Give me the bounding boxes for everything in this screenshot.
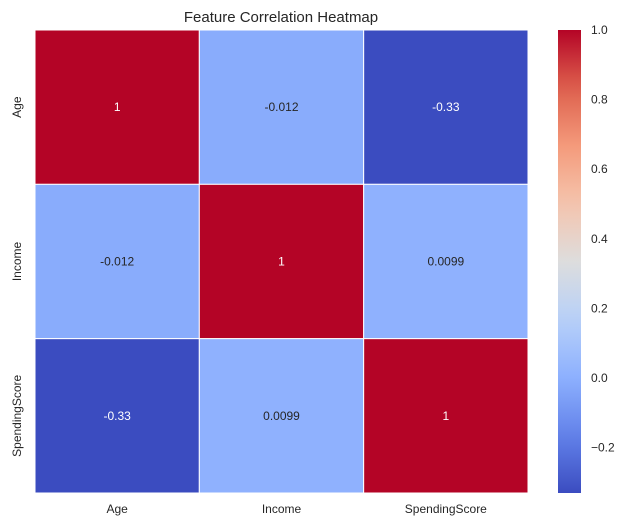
cell-annotation: 1	[278, 255, 285, 269]
chart-title: Feature Correlation Heatmap	[184, 9, 378, 26]
x-tick-label: Age	[106, 502, 128, 516]
x-axis-ticks: Age Income SpendingScore	[106, 502, 487, 516]
cell-annotation: -0.012	[100, 255, 134, 269]
heatmap-cell	[34, 29, 200, 185]
heatmap-cell	[198, 29, 365, 185]
y-tick-label: SpendingScore	[10, 374, 24, 456]
heatmap-cells: 1 -0.012 -0.33 -0.012 1 0.0099 -0.33 0.0099 1	[34, 29, 529, 494]
colorbar-gradient	[558, 30, 581, 493]
cell-annotation: -0.012	[264, 100, 298, 114]
y-tick-label: Income	[10, 242, 24, 282]
colorbar: −0.2 0.0 0.2 0.4 0.6 0.8 1.0	[558, 23, 615, 493]
heatmap-cell	[363, 29, 529, 185]
colorbar-tick-label: −0.2	[591, 441, 615, 455]
heatmap-cell	[198, 338, 365, 494]
colorbar-tick-label: 0.6	[591, 162, 608, 176]
heatmap-cell	[363, 338, 529, 494]
y-tick-label: Age	[10, 96, 24, 118]
colorbar-tick-label: 0.8	[591, 93, 608, 107]
cell-annotation: 0.0099	[263, 409, 300, 423]
colorbar-tick-label: 0.0	[591, 371, 608, 385]
cell-annotation: -0.33	[432, 100, 460, 114]
cell-annotation: 1	[114, 100, 121, 114]
colorbar-tick-label: 0.2	[591, 301, 608, 315]
cell-annotation: 0.0099	[427, 255, 464, 269]
cell-annotation: -0.33	[103, 409, 131, 423]
cell-annotation: 1	[442, 409, 449, 423]
x-tick-label: SpendingScore	[405, 502, 487, 516]
x-tick-label: Income	[262, 502, 302, 516]
heatmap-cell	[198, 183, 365, 340]
y-axis-ticks: Age Income SpendingScore	[10, 96, 24, 457]
heatmap-cell	[363, 183, 529, 340]
colorbar-tick-label: 1.0	[591, 23, 608, 37]
heatmap-cell	[34, 183, 200, 340]
heatmap-cell	[34, 338, 200, 494]
colorbar-tick-label: 0.4	[591, 232, 608, 246]
